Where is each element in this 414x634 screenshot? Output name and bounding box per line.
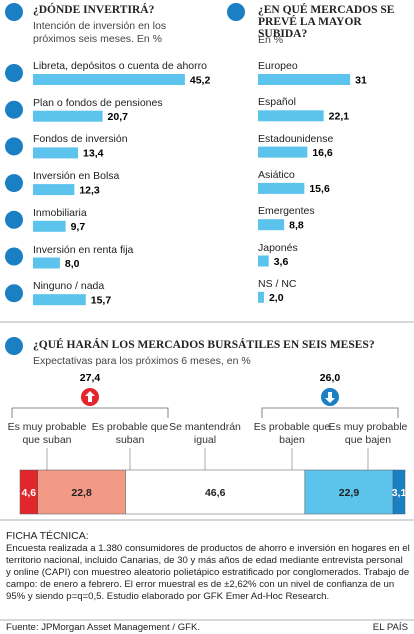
value-label: 8,8 <box>289 219 304 231</box>
value-label: 20,7 <box>108 111 129 123</box>
category-label: Emergentes <box>258 205 315 218</box>
icon <box>5 3 23 21</box>
chart-title: ¿QUÉ HARÁN LOS MERCADOS BURSÁTILES EN SE… <box>33 339 375 351</box>
icon <box>5 174 23 193</box>
bar <box>258 182 305 194</box>
series-label: Es muy probable que suban <box>7 421 87 446</box>
category-label: Fondos de inversión <box>33 133 128 146</box>
category-label: Español <box>258 96 296 109</box>
category-label: Estadounidense <box>258 132 334 145</box>
category-label: Japonés <box>258 241 298 254</box>
series-label: Es muy probable que bajen <box>328 421 408 446</box>
icon <box>5 337 23 355</box>
bracket <box>11 407 169 418</box>
category-label: Europeo <box>258 60 298 72</box>
bar <box>258 146 308 158</box>
bar <box>33 147 79 159</box>
icon <box>227 3 245 21</box>
value-label: 22,1 <box>329 111 350 123</box>
icon <box>5 137 23 156</box>
chart-title: ¿EN QUÉ MERCADOS SE PREVÉ LA MAYOR SUBID… <box>258 4 395 40</box>
category-label: NS / NC <box>258 277 297 290</box>
bar <box>258 110 324 122</box>
value-label: 45,2 <box>190 74 211 86</box>
value-label: 2,0 <box>269 292 284 304</box>
series-label: Es probable que suban <box>91 421 169 446</box>
category-label: Libreta, depósitos o cuenta de ahorro <box>33 60 207 72</box>
category-label: Inversión en Bolsa <box>33 170 120 183</box>
bar <box>33 220 66 232</box>
brand: EL PAÍS <box>372 622 408 633</box>
icon <box>5 210 23 229</box>
total-label: 26,0 <box>320 372 341 384</box>
value-label: 12,3 <box>79 184 100 196</box>
bar <box>258 74 351 85</box>
bar <box>33 257 60 269</box>
bar <box>33 110 103 122</box>
value-label: 8,0 <box>65 258 80 270</box>
category-label: Asiático <box>258 168 295 181</box>
value-label: 15,7 <box>91 294 112 306</box>
value-label: 46,6 <box>205 487 226 499</box>
series-label: Se mantendrán igual <box>169 421 241 446</box>
icon <box>5 100 23 119</box>
total-label: 27,4 <box>80 372 101 384</box>
value-label: 4,6 <box>22 487 37 499</box>
value-label: 16,6 <box>312 147 333 159</box>
category-label: Inversión en renta fija <box>33 243 134 256</box>
bracket <box>261 407 399 418</box>
footer-heading: FICHA TÉCNICA: <box>6 530 89 542</box>
bar <box>258 291 264 303</box>
value-label: 9,7 <box>71 221 86 233</box>
bar-segment <box>125 469 306 515</box>
value-label: 22,9 <box>339 487 360 499</box>
series-label: Es probable que bajen <box>253 421 331 446</box>
icon <box>5 284 23 303</box>
category-label: Inmobiliaria <box>33 206 87 219</box>
footer-text: Encuesta realizada a 1.380 consumidores … <box>6 543 410 602</box>
bar-segment <box>37 469 126 515</box>
category-label: Plan o fondos de pensiones <box>33 96 163 109</box>
bar <box>33 294 86 306</box>
category-label: Ninguno / nada <box>33 280 105 293</box>
chart-title: ¿DÓNDE INVERTIRÁ? <box>33 4 155 16</box>
arrow <box>85 391 95 402</box>
bar <box>33 74 185 85</box>
value-label: 15,6 <box>309 183 330 195</box>
chart-subtitle: Expectativas para los próximos 6 meses, … <box>33 355 251 367</box>
value-label: 31 <box>355 74 367 86</box>
bar-segment <box>392 469 406 515</box>
value-label: 13,4 <box>83 148 104 160</box>
bar-segment <box>304 469 394 515</box>
chart-subtitle: En % <box>258 34 284 46</box>
value-label: 3,6 <box>274 256 289 268</box>
bar <box>258 219 285 231</box>
icon <box>5 247 23 266</box>
chart-subtitle: Intención de inversión en los próximos s… <box>33 20 167 45</box>
arrow <box>325 392 335 403</box>
value-label: 3,1 <box>392 487 407 499</box>
value-label: 22,8 <box>71 487 92 499</box>
source: Fuente: JPMorgan Asset Management / GFK. <box>6 622 201 633</box>
bar <box>33 184 75 196</box>
icon <box>5 64 23 82</box>
bar <box>258 255 269 267</box>
